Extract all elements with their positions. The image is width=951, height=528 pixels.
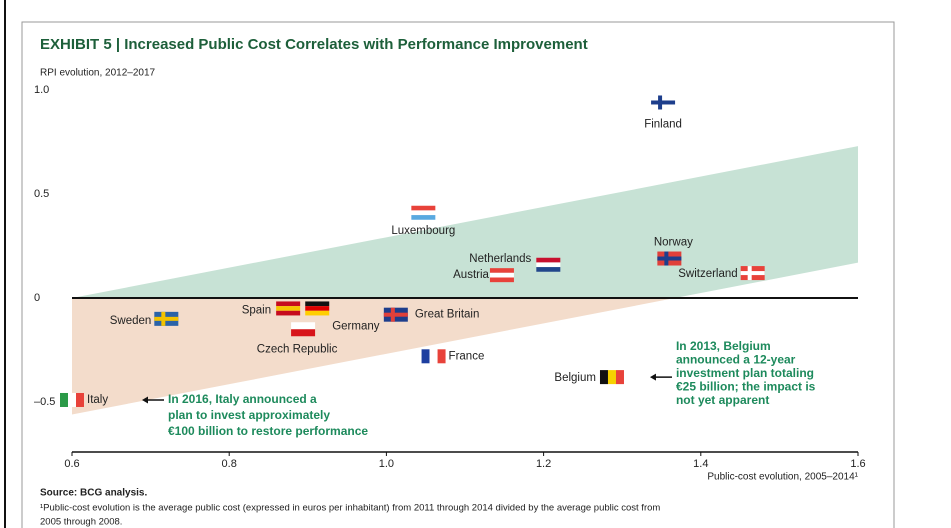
y-tick-label: –0.5 (34, 396, 55, 408)
chart-title: EXHIBIT 5 | Increased Public Cost Correl… (40, 36, 588, 53)
point-label: Italy (87, 394, 108, 406)
flag (291, 322, 316, 337)
arrow-head (649, 373, 656, 381)
flag-stripe (429, 349, 438, 364)
flag-stripe (305, 301, 330, 307)
flag (411, 205, 436, 220)
flag-stripe (489, 272, 514, 278)
flag (599, 370, 624, 385)
annotation: investment plan totaling (676, 366, 814, 380)
flag-stripe (60, 392, 68, 407)
y-axis-label: RPI evolution, 2012–2017 (40, 68, 156, 79)
flag-stripe (421, 349, 430, 364)
flag-stripe (76, 392, 84, 407)
flag (489, 268, 514, 283)
flag (60, 392, 84, 407)
flag (740, 266, 765, 281)
flag-stripe (536, 257, 561, 263)
x-tick-label: 1.2 (536, 458, 551, 470)
annotation: €100 billion to restore performance (168, 424, 368, 438)
flag-stripe (615, 370, 624, 385)
y-tick-label: 0.5 (34, 188, 49, 200)
flag (383, 307, 408, 322)
point-label: Germany (332, 320, 380, 332)
flag (154, 311, 179, 326)
flag-cross (651, 100, 676, 105)
footnote: ¹Public-cost evolution is the average pu… (40, 503, 660, 514)
flag-stripe (68, 392, 76, 407)
flag-stripe (607, 370, 616, 385)
flag-cross (154, 316, 179, 321)
point-label: Netherlands (469, 253, 531, 265)
flag-stripe (489, 277, 514, 283)
flag-cross (740, 271, 765, 276)
flag-stripe (536, 262, 561, 268)
point-label: France (449, 350, 485, 362)
source: Source: BCG analysis. (40, 488, 147, 499)
x-tick-label: 0.8 (222, 458, 237, 470)
annotation: In 2013, Belgium (676, 339, 771, 353)
annotation: announced a 12-year (676, 353, 796, 367)
flag-stripe (411, 210, 436, 216)
x-tick-label: 1.4 (693, 458, 708, 470)
point-label: Czech Republic (257, 343, 338, 355)
flag-stripe (305, 310, 330, 316)
flag-cross (657, 256, 682, 261)
flag (657, 251, 682, 266)
flag-stripe (305, 306, 330, 311)
annotation: In 2016, Italy announced a (168, 392, 317, 406)
y-tick-label: 0 (34, 292, 40, 304)
flag-stripe (276, 310, 301, 316)
flag-stripe (536, 267, 561, 272)
flag (276, 301, 301, 316)
flag-stripe (437, 349, 446, 364)
point-label: Great Britain (415, 309, 480, 321)
point-label: Spain (242, 304, 271, 316)
x-tick-label: 1.0 (379, 458, 394, 470)
y-tick-label: 1.0 (34, 84, 49, 96)
x-tick-label: 0.6 (64, 458, 79, 470)
flag-stripe (276, 301, 301, 307)
lower-band (72, 298, 675, 415)
flag-stripe (599, 370, 608, 385)
point-label: Belgium (554, 372, 596, 384)
flag (651, 95, 676, 110)
flag-stripe (489, 268, 514, 273)
flag-stripe (276, 306, 301, 311)
x-axis-label: Public-cost evolution, 2005–2014¹ (707, 472, 858, 483)
flag-cross (383, 312, 408, 317)
annotation: €25 billion; the impact is (676, 380, 816, 394)
point-label: Norway (654, 237, 693, 249)
point-label: Switzerland (678, 268, 737, 280)
flag-stripe (411, 215, 436, 220)
footnote: 2005 through 2008. (40, 517, 122, 528)
flag-stripe (291, 322, 316, 330)
point-label: Sweden (110, 315, 152, 327)
flag (421, 349, 446, 364)
point-label: Luxembourg (391, 225, 455, 237)
x-tick-label: 1.6 (850, 458, 865, 470)
arrow-head (142, 396, 148, 404)
flag-stripe (411, 205, 436, 211)
annotation: not yet apparent (676, 393, 769, 407)
point-label: Austria (453, 269, 489, 281)
flag-stripe (291, 329, 316, 337)
annotation: plan to invest approximately (168, 408, 330, 422)
flag (305, 301, 330, 316)
flag (536, 257, 561, 272)
point-label: Finland (644, 119, 682, 131)
